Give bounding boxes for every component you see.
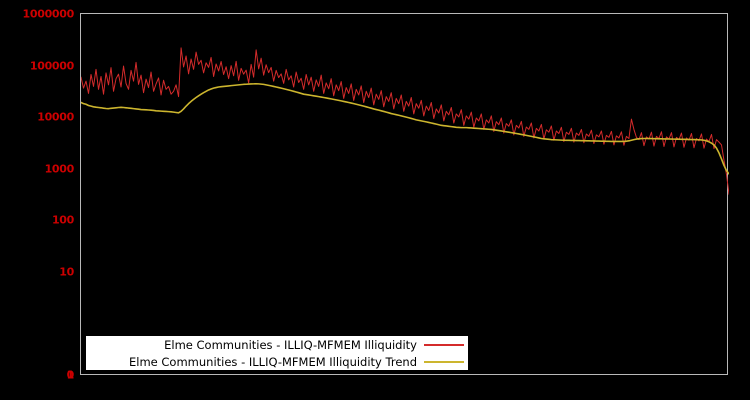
- y-tick-label-100: 100: [51, 213, 74, 227]
- legend-line-illiquidity-trend: [424, 361, 464, 363]
- legend-label-illiquidity: Elme Communities - ILLIQ-MFMEM Illiquidi…: [164, 337, 417, 352]
- y-tick-label-10000: 10000: [37, 110, 74, 124]
- legend-label-illiquidity-trend: Elme Communities - ILLIQ-MFMEM Illiquidi…: [129, 354, 417, 369]
- chart-legend: Elme Communities - ILLIQ-MFMEM Illiquidi…: [86, 336, 468, 370]
- series-line-illiquidity-trend: [81, 82, 729, 175]
- y-tick-label-1000000: 1000000: [22, 7, 75, 21]
- legend-item-illiquidity: Elme Communities - ILLIQ-MFMEM Illiquidi…: [86, 336, 468, 353]
- plot-svg: [81, 47, 729, 195]
- legend-swatch-illiquidity: [424, 339, 464, 350]
- y-tick-label-0: 0: [66, 368, 75, 382]
- y-tick-label-100000: 100000: [29, 59, 74, 72]
- y-tick-label-1: 1: [66, 368, 75, 382]
- series-layer: [81, 47, 729, 195]
- legend-item-illiquidity-trend: Elme Communities - ILLIQ-MFMEM Illiquidi…: [86, 353, 468, 370]
- y-axis-tick-labels: 1000000 100000 10000 1000 100 10 1 0: [0, 0, 75, 400]
- legend-line-illiquidity: [424, 344, 464, 346]
- y-tick-label-10: 10: [59, 265, 74, 278]
- plot-area: [80, 13, 729, 375]
- series-line-illiquidity: [81, 47, 729, 195]
- legend-swatch-illiquidity-trend: [424, 356, 464, 367]
- y-tick-label-1000: 1000: [44, 162, 75, 175]
